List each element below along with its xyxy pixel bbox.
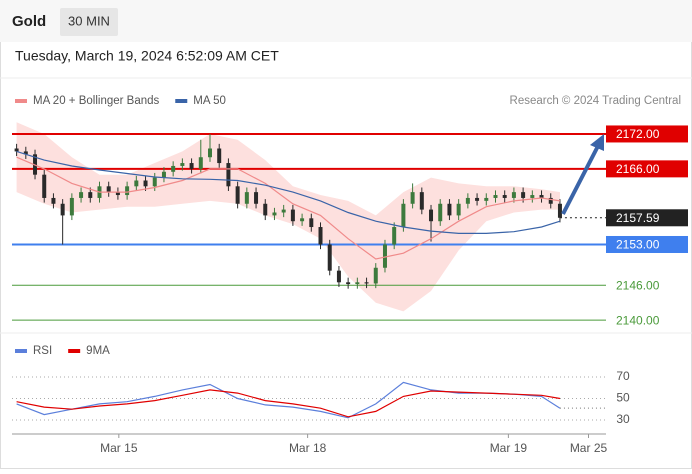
candle-body [42,174,47,198]
candle-body [171,165,176,172]
projection-arrowhead [590,134,604,151]
level-label: 2146.00 [616,278,660,292]
level-label: 2166.00 [616,162,660,176]
candle-body [548,197,553,204]
candle-body [530,195,535,198]
candle-body [355,282,360,285]
level-label: 2153.00 [616,238,660,252]
candle-body [244,192,249,204]
indicator-line [16,389,561,418]
level-label: 2157.59 [616,211,660,225]
candle-body [502,195,507,198]
source: Research © 2024 Trading Central [510,95,681,107]
candle-body [69,197,74,216]
candle-body [484,197,489,201]
candle-body [392,227,397,245]
candle-body [106,186,111,193]
candle-body [336,270,341,283]
candle-body [60,203,65,216]
candle-body [401,203,406,228]
moving-average [16,156,561,260]
legend-label: MA 50 [193,95,226,107]
candle-body [429,209,434,222]
y-tick-label: 70 [616,369,630,383]
candle-body [208,148,212,158]
candle-body [14,148,19,152]
candle-body [410,192,415,204]
projection-arrow [561,145,600,215]
level-box [606,160,688,178]
candle-body [235,186,240,204]
candle-body [447,203,452,216]
candle-body [125,186,130,196]
candle-body [539,195,544,198]
title: Gold [12,13,46,30]
candle-body [254,192,259,204]
candle-body [521,192,526,198]
candle-body [456,203,461,216]
legend-label: MA 20 + Bollinger Bands [33,95,160,107]
candle-body [198,157,203,169]
x-tick-label: Mar 15 [100,441,138,455]
candle-body [475,197,480,201]
x-tick-label: Mar 25 [570,441,608,455]
candle-body [226,163,231,187]
candle-body [217,148,222,164]
candle-body [79,192,84,198]
candle-body [290,209,295,222]
y-tick-label: 30 [616,412,630,426]
candle-body [51,197,56,204]
y-tick-label: 50 [616,391,630,405]
moving-average [16,150,561,234]
candle-body [465,197,470,204]
candle-body [318,227,323,245]
level-label: 2140.00 [616,313,660,327]
timeframe-badge [60,8,118,36]
candle-body [152,177,157,187]
candle-body [180,163,185,166]
candle-body [438,203,443,222]
level-box [606,209,688,227]
candle-body [511,192,516,198]
candle-body [161,171,166,178]
candle-body [134,180,139,187]
level-box [606,235,688,253]
candle-body [300,218,305,222]
candle-body [493,195,498,198]
candle-body [309,218,314,228]
candle-body [373,267,378,284]
candle-body [346,282,351,285]
candle-body [419,192,424,210]
candle-body [88,192,93,198]
candle-body [272,212,277,216]
level-box [606,125,688,143]
candle-body [189,163,194,169]
datetime: Tuesday, March 19, 2024 6:52:09 AM CET [15,48,279,64]
legend-label: 9MA [86,345,110,357]
x-tick-label: Mar 18 [289,441,327,455]
legend-label: RSI [33,345,52,357]
candle-body [557,203,562,218]
candle-body [327,244,332,271]
level-label: 2172.00 [616,127,660,141]
candle-body [143,180,148,187]
candle-body [382,244,387,268]
candle-body [115,192,120,196]
candle-body [263,203,268,216]
candle-body [364,282,369,284]
candle-body [281,209,286,213]
timeframe: 30 MIN [68,13,110,28]
x-tick-label: Mar 19 [490,441,528,455]
plot-layer: MA 20 + Bollinger Bands MA 50 Research © 2… [12,95,688,455]
candle-body [23,151,28,155]
